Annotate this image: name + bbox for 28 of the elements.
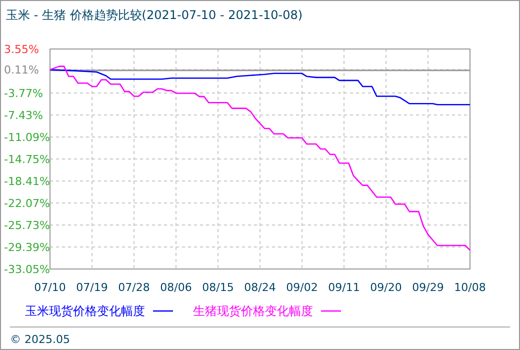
y-tick-label: -3.77%	[4, 87, 43, 100]
x-tick-label: 07/19	[76, 281, 108, 294]
x-tick-label: 08/15	[202, 281, 234, 294]
x-tick-label: 07/28	[118, 281, 150, 294]
y-tick-label: -33.05%	[4, 263, 50, 276]
y-tick-label: -7.43%	[4, 109, 43, 122]
y-tick-label: -14.75%	[4, 153, 50, 166]
y-tick-label: -22.07%	[4, 197, 50, 210]
legend-label: 玉米现货价格变化幅度	[25, 304, 145, 318]
line-series	[49, 66, 471, 251]
x-tick-label: 08/06	[160, 281, 192, 294]
legend-label: 生猪现货价格变化幅度	[193, 304, 313, 318]
y-tick-label: 0.11%	[4, 64, 39, 77]
y-tick-label: -18.41%	[4, 175, 50, 188]
y-tick-label: 3.55%	[4, 43, 39, 56]
chart-title: 玉米 - 生猪 价格趋势比较(2021-07-10 - 2021-10-08)	[6, 8, 303, 22]
x-tick-label: 09/20	[370, 281, 402, 294]
y-tick-label: -25.73%	[4, 219, 50, 232]
line-series	[49, 69, 471, 106]
y-tick-label: -29.39%	[4, 241, 50, 254]
text: © 2025.05	[10, 333, 70, 346]
x-tick-label: 08/24	[244, 281, 276, 294]
x-tick-label: 10/08	[454, 281, 486, 294]
y-tick-label: -11.09%	[4, 131, 50, 144]
x-tick-label: 09/29	[412, 281, 444, 294]
x-tick-label: 09/02	[286, 281, 318, 294]
x-tick-label: 07/10	[34, 281, 66, 294]
x-tick-label: 09/11	[328, 281, 360, 294]
